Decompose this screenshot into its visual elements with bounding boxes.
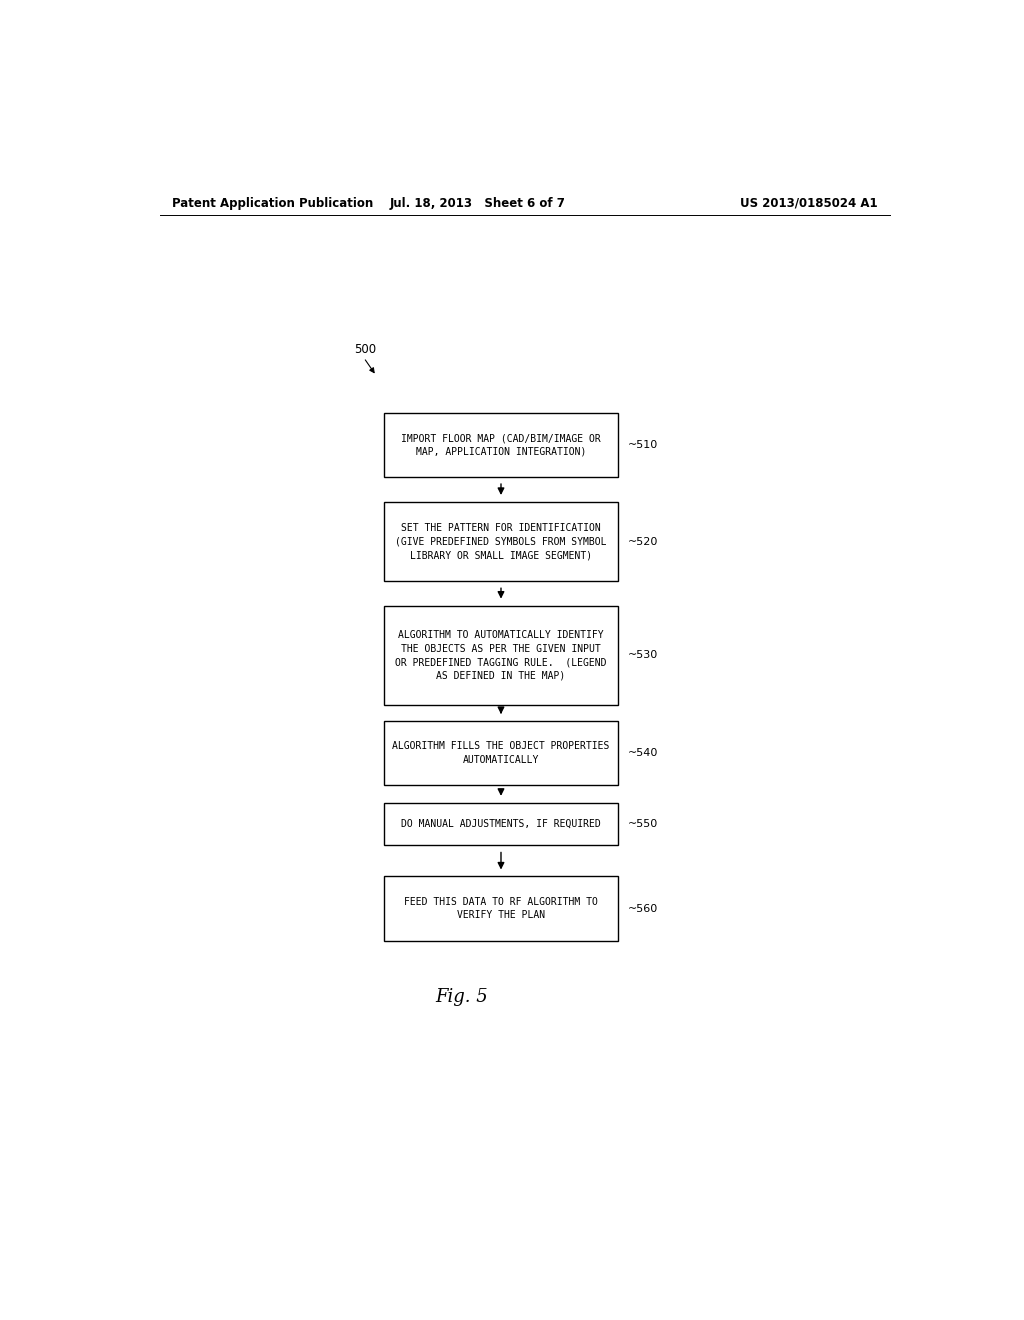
Text: ~510: ~510 <box>628 440 657 450</box>
Text: Jul. 18, 2013   Sheet 6 of 7: Jul. 18, 2013 Sheet 6 of 7 <box>389 197 565 210</box>
Text: ~520: ~520 <box>628 537 658 546</box>
Bar <box>384 876 618 941</box>
Bar <box>384 413 618 477</box>
Text: Patent Application Publication: Patent Application Publication <box>172 197 373 210</box>
Text: ~560: ~560 <box>628 903 657 913</box>
Text: FEED THIS DATA TO RF ALGORITHM TO
VERIFY THE PLAN: FEED THIS DATA TO RF ALGORITHM TO VERIFY… <box>404 896 598 920</box>
Text: IMPORT FLOOR MAP (CAD/BIM/IMAGE OR
MAP, APPLICATION INTEGRATION): IMPORT FLOOR MAP (CAD/BIM/IMAGE OR MAP, … <box>401 433 601 457</box>
Bar <box>384 721 618 785</box>
Text: ~550: ~550 <box>628 820 657 829</box>
Text: ALGORITHM TO AUTOMATICALLY IDENTIFY
THE OBJECTS AS PER THE GIVEN INPUT
OR PREDEF: ALGORITHM TO AUTOMATICALLY IDENTIFY THE … <box>395 630 607 681</box>
Text: DO MANUAL ADJUSTMENTS, IF REQUIRED: DO MANUAL ADJUSTMENTS, IF REQUIRED <box>401 820 601 829</box>
Bar <box>384 502 618 581</box>
Text: Fig. 5: Fig. 5 <box>435 987 487 1006</box>
Text: ~530: ~530 <box>628 651 657 660</box>
Text: ~540: ~540 <box>628 748 658 758</box>
Text: US 2013/0185024 A1: US 2013/0185024 A1 <box>740 197 878 210</box>
Bar <box>384 803 618 846</box>
Text: ALGORITHM FILLS THE OBJECT PROPERTIES
AUTOMATICALLY: ALGORITHM FILLS THE OBJECT PROPERTIES AU… <box>392 742 609 764</box>
Bar <box>384 606 618 705</box>
Text: SET THE PATTERN FOR IDENTIFICATION
(GIVE PREDEFINED SYMBOLS FROM SYMBOL
LIBRARY : SET THE PATTERN FOR IDENTIFICATION (GIVE… <box>395 523 607 560</box>
Text: 500: 500 <box>354 343 376 355</box>
